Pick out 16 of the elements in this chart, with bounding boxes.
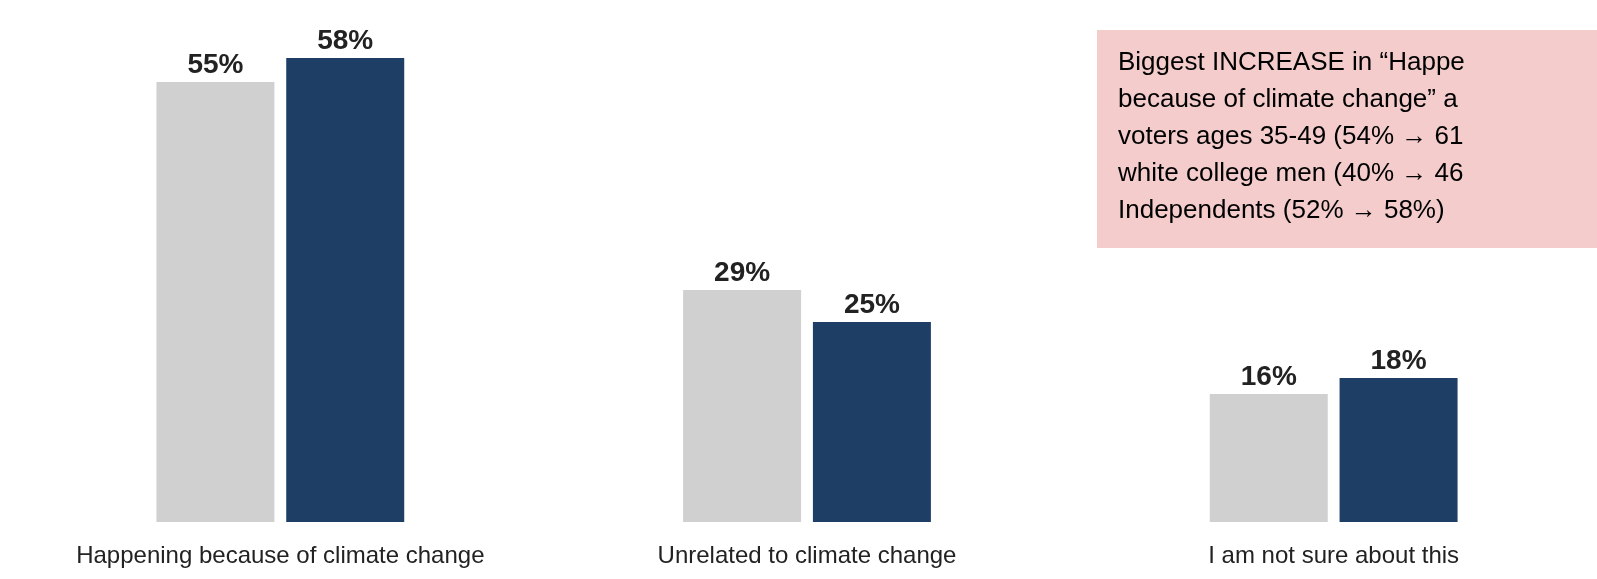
annotation: Biggest INCREASE in “Happe because of climate change” a voters ages 35-49 (54% → 61 white college men (40% → 46 Independents (52% → 58%) (1117, 45, 1465, 224)
x-tick-label: I am not sure about this (1208, 540, 1460, 568)
bar (683, 290, 802, 522)
data-label: 55% (187, 47, 244, 79)
data-label: 16% (1240, 359, 1297, 391)
data-label: 58% (317, 23, 374, 55)
data-label: 25% (843, 287, 901, 319)
x-tick-label: Unrelated to climate change (657, 540, 957, 568)
bar (156, 82, 275, 522)
x-tick-label: Happening because of climate change (76, 540, 485, 568)
bar (1339, 378, 1458, 522)
bar (1209, 394, 1328, 522)
data-label: 18% (1370, 343, 1427, 375)
bar (286, 58, 405, 522)
data-label: 29% (714, 255, 771, 287)
bar (812, 322, 931, 522)
